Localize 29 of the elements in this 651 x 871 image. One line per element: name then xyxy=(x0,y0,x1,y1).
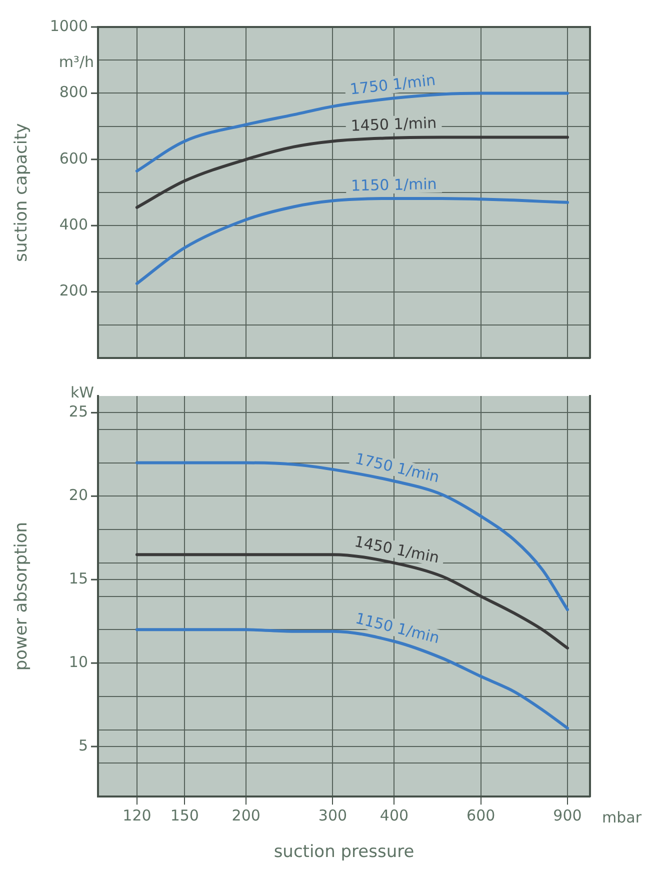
y-tick-label: 15 xyxy=(68,570,88,588)
series-label: 1450 1/min xyxy=(350,114,437,135)
y-tick-label: 5 xyxy=(78,736,88,754)
text: mbar xyxy=(602,808,642,826)
x-tick-label: 600 xyxy=(466,806,496,824)
text: kW xyxy=(70,384,94,402)
text: m³/h xyxy=(58,52,94,71)
y-tick-label: 400 xyxy=(59,215,88,234)
y-tick-label: 20 xyxy=(68,486,88,504)
x-tick-label: 900 xyxy=(553,806,582,824)
text: 1750 1/min xyxy=(349,70,436,98)
y-axis-title: suction capacity xyxy=(12,123,32,262)
series-label: 1150 1/min xyxy=(350,174,438,195)
y-tick-label: 600 xyxy=(59,149,88,168)
x-tick-label: 120 xyxy=(122,806,152,824)
text: 1150 1/min xyxy=(354,609,442,648)
y-tick-label: 1000 xyxy=(50,16,88,35)
text: 1750 1/min xyxy=(353,450,442,486)
y-tick-label: 10 xyxy=(68,652,88,671)
x-tick-label: 200 xyxy=(232,806,260,824)
x-tick-label: 400 xyxy=(380,806,409,824)
x-axis-title: suction pressure xyxy=(274,842,414,862)
y-tick-label: 25 xyxy=(68,402,88,421)
y-tick-label: 800 xyxy=(59,83,88,102)
y-axis-title: power absorption xyxy=(12,522,32,671)
x-tick-label: 300 xyxy=(318,806,348,824)
x-tick-label: 150 xyxy=(170,806,199,824)
text: 1450 1/min xyxy=(353,532,441,567)
y-tick-label: 200 xyxy=(59,282,88,300)
